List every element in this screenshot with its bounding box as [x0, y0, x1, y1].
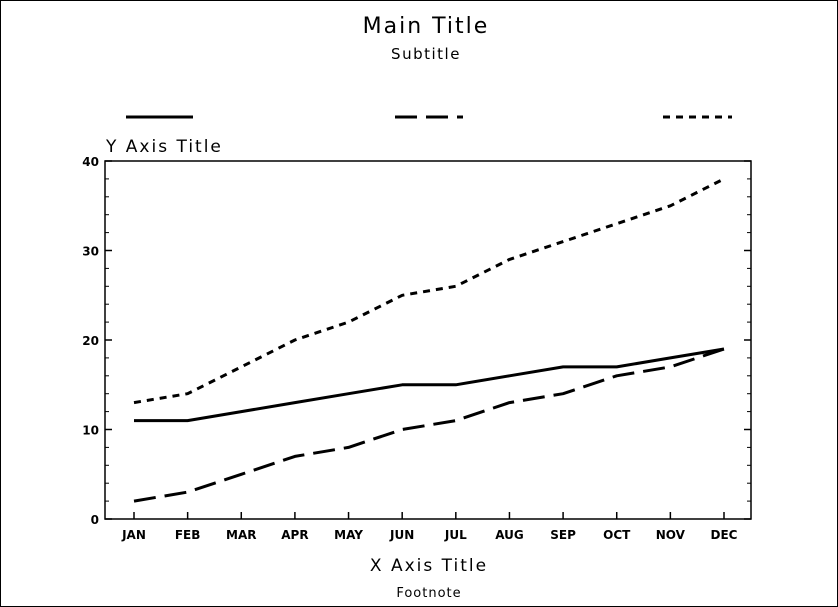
series-line-dashed [133, 347, 725, 503]
x-tick-label: DEC [711, 528, 738, 542]
y-tick-label: 40 [82, 155, 99, 169]
series-line-dotted [133, 177, 725, 405]
series-layer [133, 177, 725, 503]
y-axis: 0 10 20 30 40 [82, 155, 751, 527]
x-tick-label: OCT [603, 528, 631, 542]
y-tick-label: 20 [82, 334, 99, 348]
y-tick-label: 10 [82, 424, 99, 438]
y-axis-title: Y Axis Title [105, 137, 223, 157]
x-tick-label: SEP [550, 528, 576, 542]
x-tick-label: JAN [121, 528, 146, 542]
x-axis-title: X Axis Title [370, 556, 488, 576]
y-tick-label: 0 [91, 513, 99, 527]
x-tick-label: JUN [389, 528, 414, 542]
y-tick-label: 30 [82, 245, 99, 259]
chart-title: Main Title [363, 14, 490, 39]
x-tick-label: JUL [444, 528, 467, 542]
x-tick-label: FEB [175, 528, 201, 542]
chart-subtitle: Subtitle [391, 45, 461, 63]
x-tick-label: NOV [656, 528, 686, 542]
x-tick-label: MAY [334, 528, 363, 542]
plot-area-border [104, 160, 752, 520]
x-tick-label: MAR [226, 528, 256, 542]
x-tick-label: AUG [495, 528, 524, 542]
x-axis: JAN FEB MAR APR MAY JUN JUL AUG SEP OCT NOV DEC [121, 512, 738, 542]
x-tick-label: APR [281, 528, 308, 542]
series-line-solid [134, 347, 725, 423]
footnote: Footnote [396, 586, 461, 601]
